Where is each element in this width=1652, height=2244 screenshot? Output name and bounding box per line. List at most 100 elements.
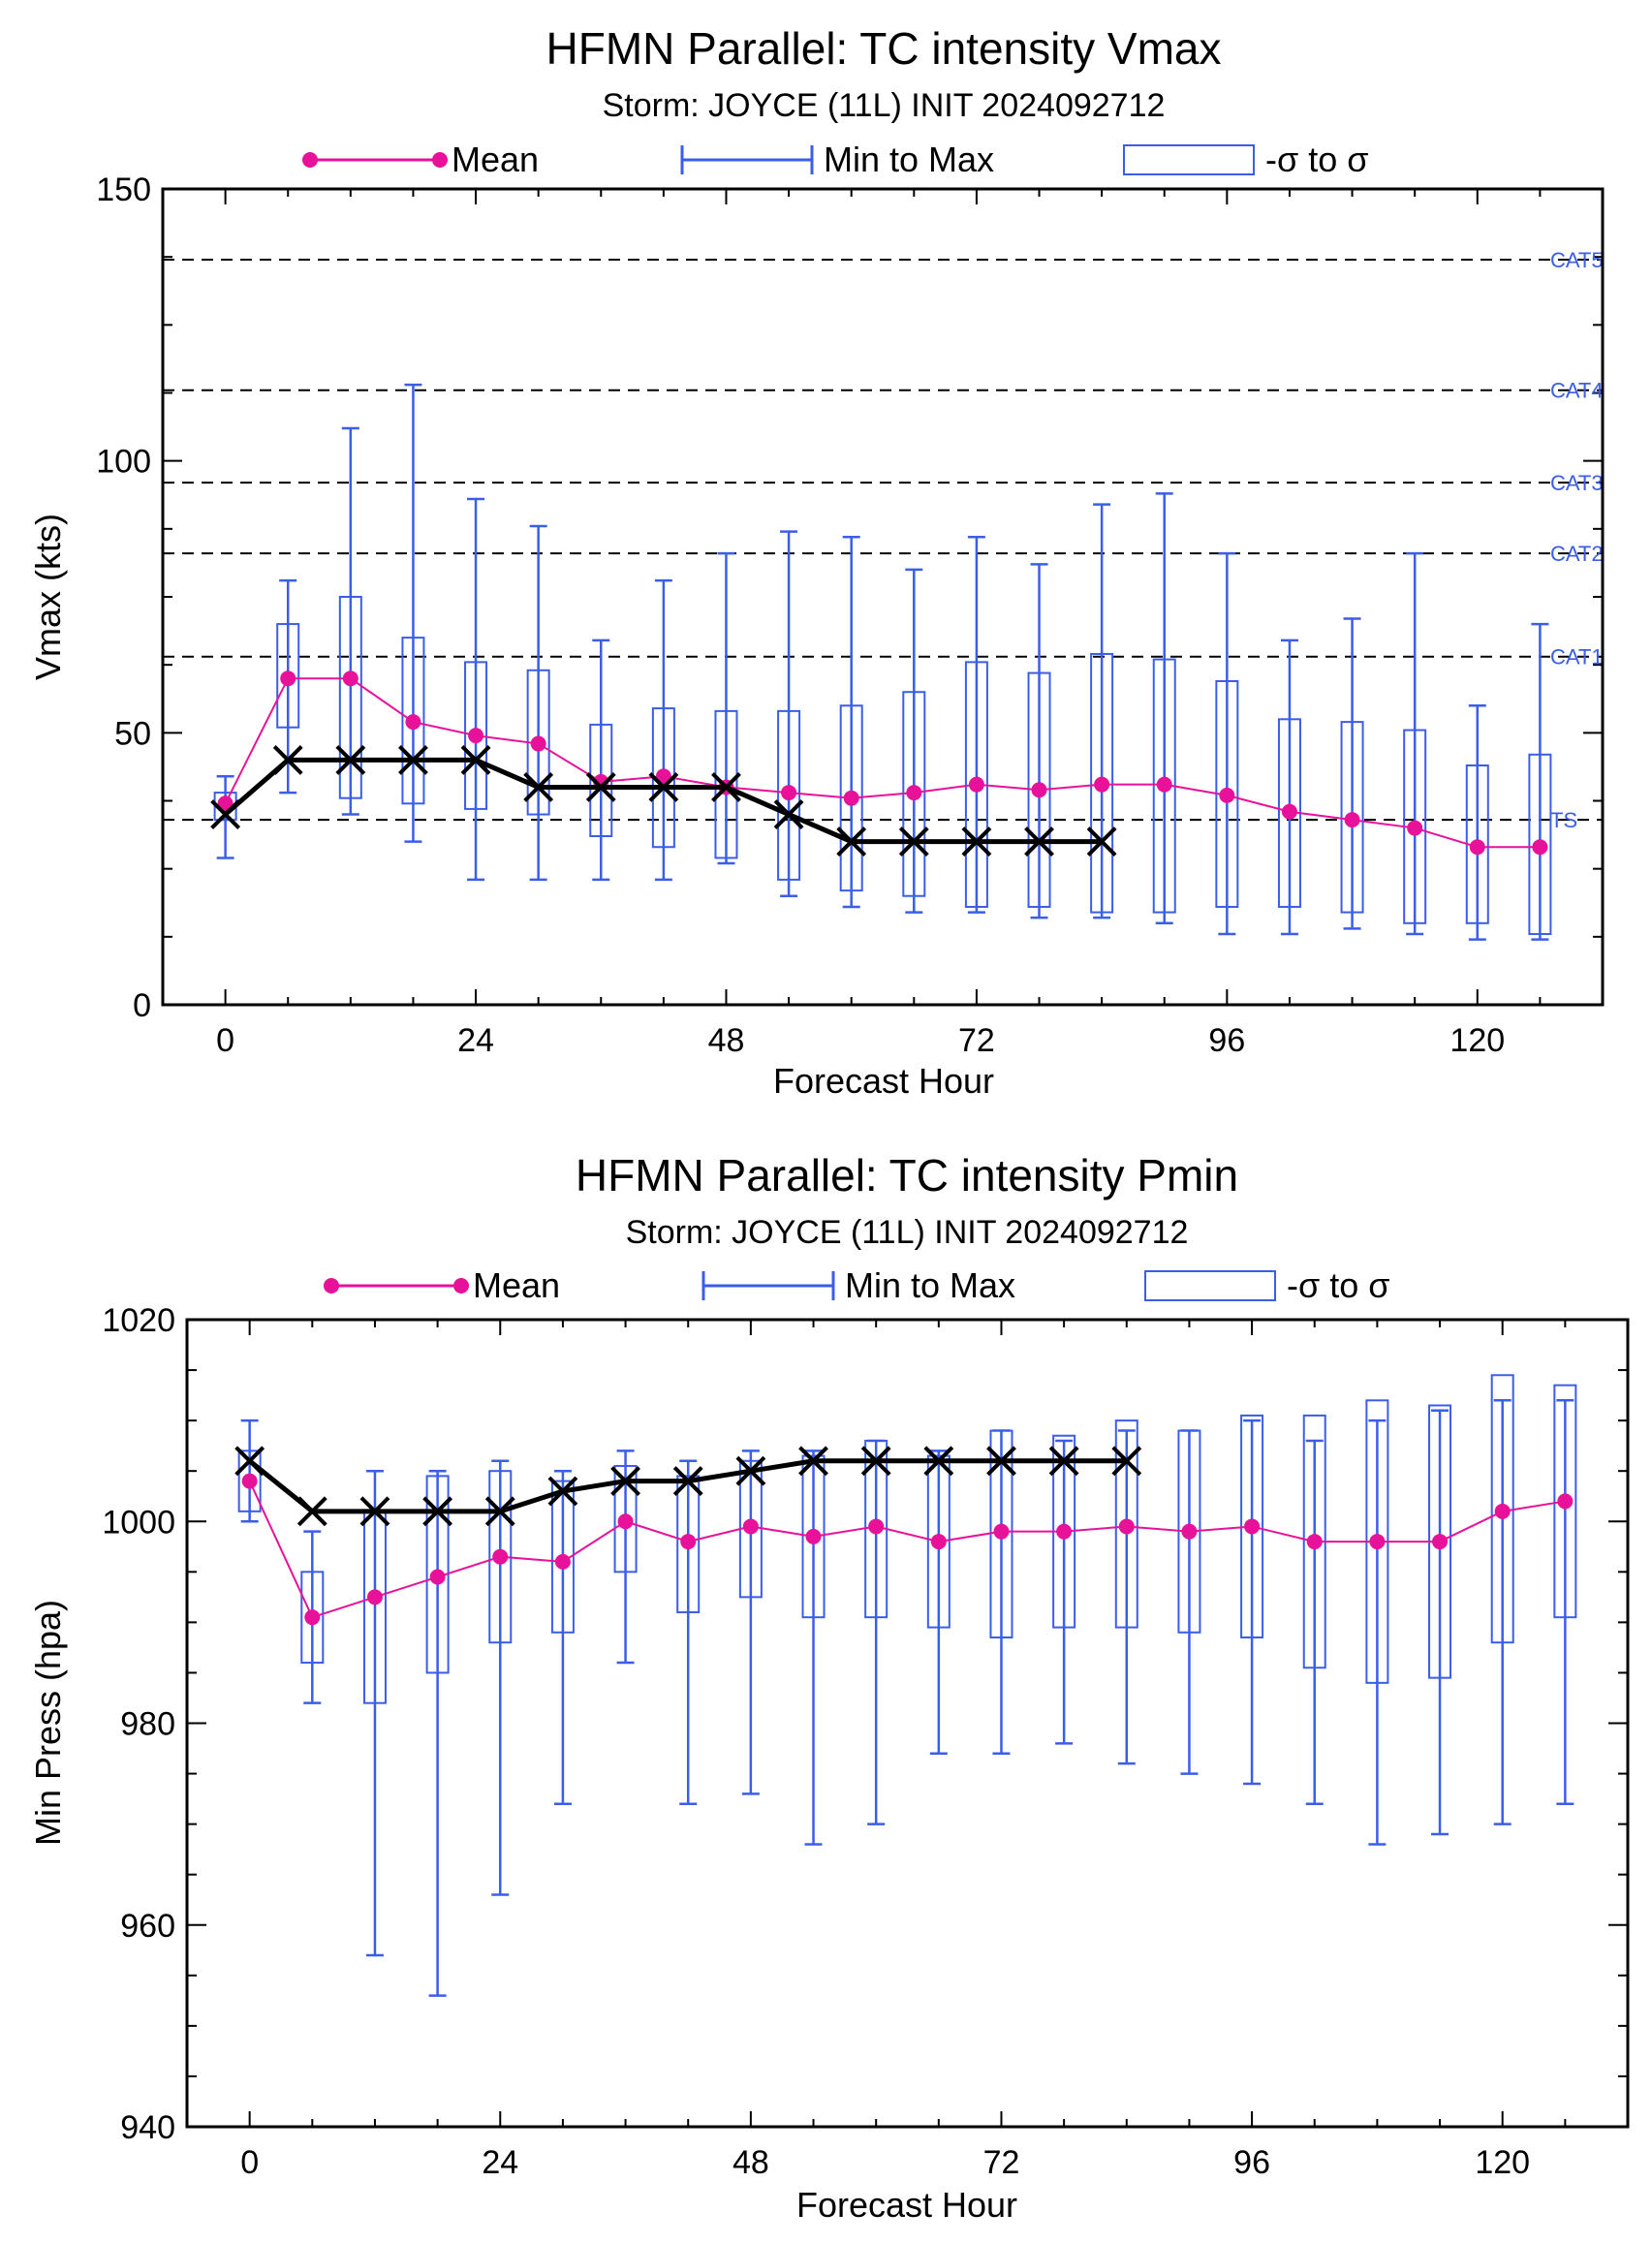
mean-point (1244, 1518, 1261, 1535)
observed-marker-stroke (335, 744, 366, 775)
mean-point (1407, 820, 1423, 836)
observed-marker (296, 1496, 327, 1527)
legend-mean-label: Mean (452, 140, 539, 179)
observed-marker (986, 1446, 1016, 1477)
legend-minmax-label: Min to Max (845, 1265, 1015, 1305)
observed-marker (585, 772, 616, 802)
mean-point (1094, 776, 1110, 793)
observed-marker (860, 1446, 891, 1477)
y-tick-label: 100 (96, 444, 151, 481)
sigma-box (1528, 753, 1552, 936)
observed-marker-stroke (210, 799, 241, 829)
observed-marker-stroke (398, 744, 428, 775)
vmax-plot-frame (161, 187, 1605, 1007)
category-label: TS (1550, 808, 1577, 832)
x-tick-label: 24 (482, 2144, 518, 2181)
legend-sigma-symbol (1144, 1270, 1276, 1301)
x-tick-label: 120 (1449, 1022, 1505, 1059)
mean-point (655, 768, 671, 785)
sigma-box (464, 661, 488, 810)
mean-point (1432, 1534, 1449, 1550)
mean-point (1056, 1523, 1073, 1540)
legend-sigma-symbol (1123, 144, 1255, 175)
pmin-plot-area: 0 24 48 72 96 120 940 960 980 1000 1020 (102, 1302, 1628, 2181)
mean-line (224, 677, 1541, 849)
legend-sigma-label: -σ to σ (1287, 1265, 1389, 1305)
observed-marker-stroke (422, 1496, 453, 1527)
mean-point (1494, 1503, 1511, 1519)
mean-point (554, 1553, 571, 1570)
y-tick-label: 980 (120, 1706, 175, 1743)
mean-point (468, 728, 484, 744)
mean-point (868, 1518, 885, 1535)
observed-marker (898, 826, 929, 857)
sigma-box (926, 1454, 951, 1629)
vmax-legend: Mean Min to Max -σ to σ (302, 140, 1368, 179)
observed-marker-stroke (610, 1466, 640, 1497)
observed-marker-stroke (773, 799, 804, 829)
observed-marker (272, 744, 303, 775)
mean-point (366, 1589, 383, 1605)
mean-point (1219, 787, 1235, 803)
sigma-box (338, 596, 362, 799)
mean-point (781, 785, 797, 801)
observed-marker (1111, 1446, 1142, 1477)
pmin-legend: Mean Min to Max -σ to σ (324, 1265, 1389, 1305)
observed-marker-stroke (1048, 1446, 1079, 1477)
y-tick-label: 50 (114, 715, 151, 752)
observed-marker-stroke (272, 744, 303, 775)
x-tick-label: 48 (732, 2144, 769, 2181)
pmin-y-axis-title: Min Press (hpa) (28, 1600, 68, 1846)
observed-marker (711, 772, 741, 802)
sigma-box (276, 623, 300, 729)
y-tick-label: 0 (133, 987, 151, 1024)
observed-marker (923, 1446, 954, 1477)
mean-point (843, 790, 859, 806)
x-tick-label: 72 (983, 2144, 1020, 2181)
observed-marker-stroke (547, 1476, 578, 1507)
pmin-plot-frame (185, 1318, 1630, 2129)
observed-marker (210, 799, 241, 829)
observed-marker-stroke (711, 772, 741, 802)
observed-marker (460, 744, 491, 775)
mean-point (1369, 1534, 1386, 1550)
category-label: CAT2 (1550, 542, 1604, 566)
sigma-box (237, 1449, 262, 1512)
y-tick-label: 1000 (102, 1504, 175, 1541)
mean-point (1118, 1518, 1135, 1535)
legend-sigma-label: -σ to σ (1265, 140, 1368, 179)
observed-marker (484, 1496, 515, 1527)
vmax-x-axis-title: Forecast Hour (773, 1061, 994, 1101)
sigma-box (801, 1454, 826, 1619)
observed-marker-stroke (234, 1446, 265, 1477)
mean-point (492, 1548, 509, 1565)
vmax-panel: HFMN Parallel: TC intensity Vmax Storm: … (28, 23, 1605, 1101)
legend-mean-symbol (302, 152, 448, 168)
observed-marker (610, 1466, 640, 1497)
mean-point (1181, 1523, 1198, 1540)
observed-marker-stroke (296, 1496, 327, 1527)
y-tick-label: 940 (120, 2109, 175, 2146)
observed-marker-stroke (798, 1446, 828, 1477)
observed-marker-stroke (860, 1446, 891, 1477)
category-label: CAT1 (1550, 645, 1604, 670)
observed-marker (648, 772, 679, 802)
y-tick-label: 1020 (102, 1302, 175, 1339)
mean-point (1306, 1534, 1323, 1550)
observed-marker-stroke (460, 744, 491, 775)
mean-point (680, 1534, 697, 1550)
x-tick-label: 48 (708, 1022, 745, 1059)
sigma-box (1090, 652, 1114, 914)
mean-point (342, 670, 358, 687)
category-label: CAT5 (1550, 248, 1604, 272)
sigma-box (1553, 1384, 1577, 1619)
vmax-chart-title: HFMN Parallel: TC intensity Vmax (546, 23, 1222, 74)
observed-marker-stroke (359, 1496, 390, 1527)
observed-marker (359, 1496, 390, 1527)
observed-marker (523, 772, 554, 802)
x-tick-label: 96 (1233, 2144, 1270, 2181)
observed-marker-stroke (484, 1496, 515, 1527)
mean-point (1281, 803, 1297, 820)
mean-point (217, 795, 234, 812)
